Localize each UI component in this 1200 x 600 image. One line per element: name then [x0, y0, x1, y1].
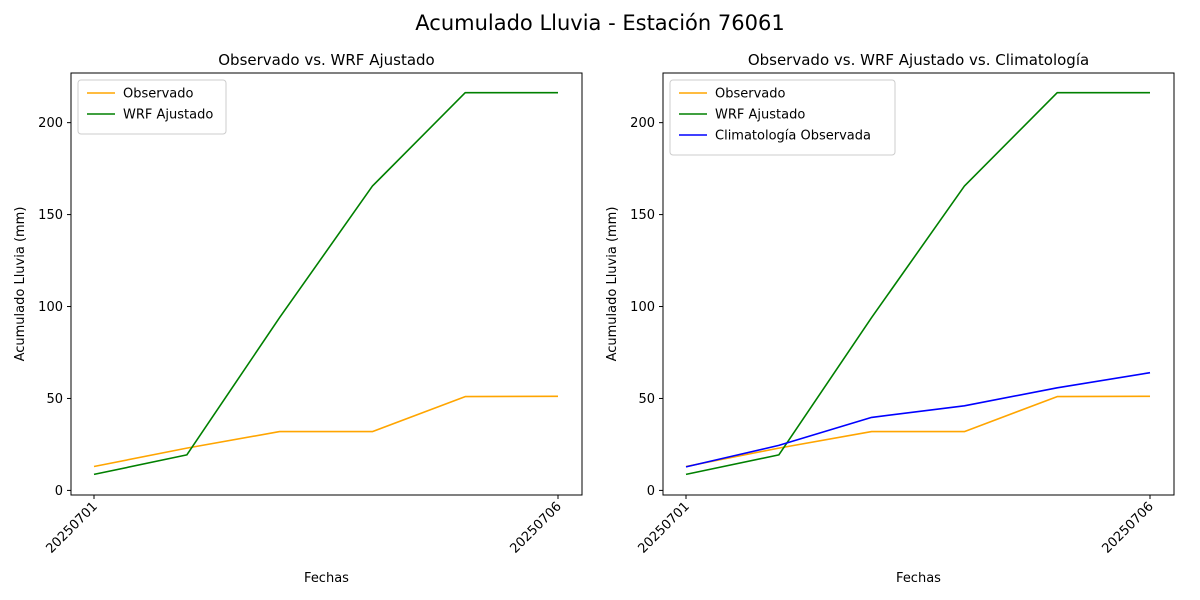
figure-title: Acumulado Lluvia - Estación 76061 [415, 11, 784, 35]
y-tick-label: 100 [630, 300, 655, 315]
legend: Observado WRF Ajustado Climatología Observ… [669, 79, 896, 156]
y-axis-label: Acumulado Lluvia (mm) [13, 207, 28, 362]
series-observado [685, 395, 1151, 468]
y-axis-label: Acumulado Lluvia (mm) [605, 207, 620, 362]
y-tick-label: 50 [638, 392, 655, 407]
y-tick-label: 200 [38, 116, 63, 131]
legend-label: Observado [715, 87, 786, 102]
series-observado [93, 395, 559, 468]
y-tick-label: 150 [38, 208, 63, 223]
legend-observado: Observado [87, 87, 194, 102]
y-tick-label: 0 [55, 484, 63, 499]
chart-panel-right: Observado vs. WRF Ajustado vs. Climatolo… [605, 51, 1175, 586]
y-tick-label: 100 [38, 300, 63, 315]
series-climatologia-observada [685, 371, 1151, 468]
legend-label: Observado [123, 87, 194, 102]
plot-frame [662, 72, 1175, 496]
x-axis-label: Fechas [304, 571, 349, 586]
legend-box [669, 79, 896, 156]
legend-label: Climatología Observada [715, 129, 871, 144]
legend-wrf-ajustado: WRF Ajustado [87, 108, 213, 123]
legend-label: WRF Ajustado [715, 108, 805, 123]
y-tick-label: 150 [630, 208, 655, 223]
series-wrf-ajustado [93, 91, 558, 476]
y-tick-label: 50 [46, 392, 63, 407]
legend-wrf-ajustado: WRF Ajustado [679, 108, 805, 123]
y-tick-label: 200 [630, 116, 655, 131]
legend-climatologia-observada: Climatología Observada [679, 129, 871, 144]
legend-label: WRF Ajustado [123, 108, 213, 123]
series-wrf-ajustado [685, 91, 1150, 476]
plot-frame [70, 72, 583, 496]
x-axis-label: Fechas [896, 571, 941, 586]
legend: Observado WRF Ajustado [77, 79, 227, 135]
y-tick-label: 0 [647, 484, 655, 499]
chart-title: Observado vs. WRF Ajustado vs. Climatolo… [748, 51, 1089, 69]
legend-observado: Observado [679, 87, 786, 102]
chart-title: Observado vs. WRF Ajustado [218, 51, 434, 69]
